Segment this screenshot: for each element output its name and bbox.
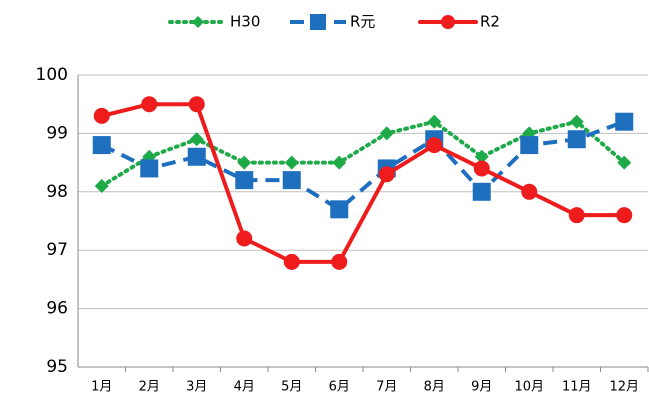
data-point	[568, 207, 585, 224]
legend-marker	[441, 15, 455, 29]
data-point	[474, 149, 489, 164]
data-point	[379, 126, 394, 141]
x-tick-label: 12月	[609, 380, 639, 395]
data-point	[236, 230, 253, 247]
legend-marker	[310, 14, 326, 30]
x-tick-label: 10月	[514, 380, 544, 395]
x-tick-label: 1月	[91, 380, 112, 395]
data-point	[283, 253, 300, 270]
data-point	[282, 171, 301, 190]
data-point	[617, 155, 632, 170]
data-point	[284, 155, 299, 170]
legend-marker	[192, 16, 204, 28]
y-tick-label: 95	[46, 357, 68, 377]
y-tick-label: 100	[36, 65, 68, 85]
series-line	[99, 119, 627, 188]
data-point	[330, 200, 349, 219]
data-point	[567, 130, 586, 149]
data-point	[521, 183, 538, 200]
legend-label: H30	[230, 13, 260, 31]
data-point	[189, 132, 204, 147]
x-tick-label: 6月	[329, 380, 350, 395]
data-point	[473, 160, 490, 177]
data-point	[616, 207, 633, 224]
data-point	[472, 182, 491, 201]
y-tick-label: 98	[46, 182, 68, 202]
data-point	[141, 96, 158, 113]
x-tick-label: 11月	[562, 380, 592, 395]
y-tick-label: 97	[46, 240, 68, 260]
series-line	[100, 119, 625, 212]
x-tick-label: 4月	[234, 380, 255, 395]
data-point	[331, 253, 348, 270]
y-tick-label: 96	[46, 299, 68, 319]
data-point	[569, 114, 584, 129]
data-point	[187, 147, 206, 166]
data-point	[427, 114, 442, 129]
data-point	[92, 136, 111, 155]
data-point	[188, 96, 205, 113]
series-line	[99, 102, 627, 264]
x-tick-label: 3月	[186, 380, 207, 395]
x-tick-label: 7月	[376, 380, 397, 395]
data-point	[615, 112, 634, 131]
x-tick-label: 2月	[139, 380, 160, 395]
data-point	[378, 166, 395, 183]
data-point	[426, 137, 443, 154]
x-tick-label: 9月	[471, 380, 492, 395]
data-point	[94, 178, 109, 193]
data-point	[237, 155, 252, 170]
legend-label: R2	[480, 13, 500, 31]
y-tick-label: 99	[46, 123, 68, 143]
data-point	[235, 171, 254, 190]
x-tick-label: 5月	[281, 380, 302, 395]
data-point	[93, 107, 110, 124]
data-point	[140, 159, 159, 178]
legend-label: R元	[350, 13, 375, 31]
data-point	[332, 155, 347, 170]
x-tick-label: 8月	[424, 380, 445, 395]
data-point	[520, 136, 539, 155]
